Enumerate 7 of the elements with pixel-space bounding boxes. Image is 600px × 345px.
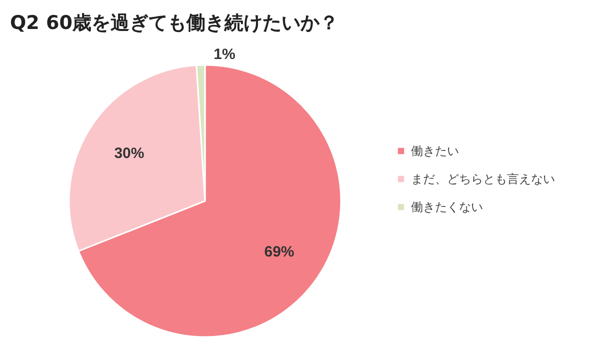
legend-label: 働きたい [411,144,459,158]
legend-label: まだ、どちらとも言えない [411,172,555,186]
data-label: 69% [264,243,294,260]
chart-title: Q2 60歳を過ぎても働き続けたいか？ [10,12,338,34]
data-label: 30% [114,144,144,162]
data-label: 1% [214,46,236,64]
legend-label: 働きたくない [411,200,483,214]
